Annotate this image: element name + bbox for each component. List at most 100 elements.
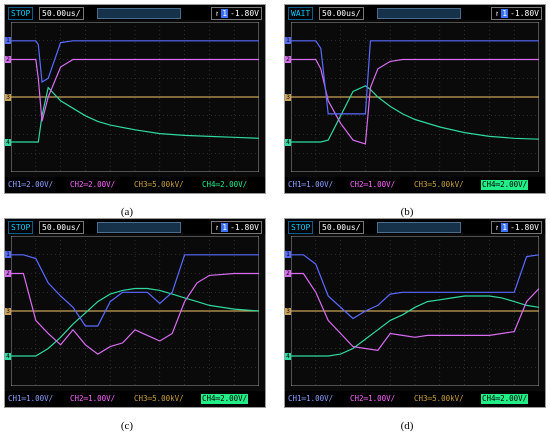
channel-label: CH2	[70, 394, 84, 403]
channel-label: CH4	[482, 394, 496, 403]
channel-marker-2: 2	[285, 270, 291, 277]
channel-scale-2: CH2═2.00V/	[69, 180, 116, 190]
dc-coupling-icon: ═	[21, 394, 27, 403]
trigger-readout: ↾ 1 -1.80V	[211, 7, 262, 20]
trigger-edge-icon: ↾	[214, 223, 220, 232]
dc-coupling-icon: ═	[363, 180, 369, 189]
channel-label: CH2	[350, 180, 364, 189]
channel-marker-2: 2	[5, 270, 11, 277]
channel-bar: CH1═1.00V/CH2═1.00V/CH3═5.00kV/CH4═2.00V…	[5, 391, 265, 407]
trigger-readout: ↾ 1 -1.80V	[211, 221, 262, 234]
trigger-level: -1.80V	[510, 9, 539, 18]
waveform-display	[10, 21, 260, 173]
channel-value: 2.00V/	[220, 394, 248, 403]
waveform-svg	[290, 21, 540, 173]
channel-label: CH2	[70, 180, 84, 189]
scope-panel: WAIT 50.00us/↾ 1 -1.80V 1 2 3 4 CH1═1.00V/CH2═1.…	[284, 4, 546, 194]
channel-scale-2: CH2═1.00V/	[349, 180, 396, 190]
run-status: WAIT	[288, 7, 314, 20]
channel-marker-1: 1	[285, 37, 291, 45]
channel-marker-2: 2	[285, 56, 291, 63]
trace-ch2	[11, 58, 259, 122]
channel-label: CH3	[134, 394, 148, 403]
channel-bar: CH1═2.00V/CH2═2.00V/CH3═5.00kV/CH4═2.00V…	[5, 177, 265, 193]
trigger-readout: ↾ 1 -1.80V	[491, 7, 542, 20]
channel-value: 1.00V/	[368, 394, 396, 403]
run-status: STOP	[288, 221, 314, 234]
trace-ch4	[11, 287, 260, 357]
trigger-position-indicator	[97, 8, 181, 19]
trigger-position-indicator	[97, 222, 181, 233]
channel-label: CH1	[288, 394, 302, 403]
channel-marker-3: 3	[5, 307, 11, 315]
trigger-source-icon: 1	[501, 223, 509, 232]
channel-label: CH2	[350, 394, 364, 403]
timebase-readout: 50.00us/	[319, 7, 364, 20]
dc-coupling-icon: ═	[301, 180, 307, 189]
panel-caption: (b)	[400, 206, 414, 218]
channel-label: CH1	[288, 180, 302, 189]
dc-coupling-icon: ═	[215, 394, 221, 403]
channel-scale-2: CH2═1.00V/	[349, 394, 396, 404]
channel-marker-1: 1	[285, 251, 291, 259]
status-bar: STOP 50.00us/ ↾ 1 -1.80V	[285, 219, 545, 234]
timebase-readout: 50.00us/	[39, 221, 84, 234]
trigger-edge-icon: ↾	[494, 9, 500, 18]
channel-label: CH4	[202, 180, 216, 189]
channel-marker-3: 3	[5, 93, 11, 101]
status-bar: STOP 50.00us/ ↾ 1 -1.80V	[5, 219, 265, 234]
channel-marker-4: 4	[285, 138, 291, 146]
trace-ch1	[291, 40, 539, 115]
scope-panel: STOP 50.00us/↾ 1 -1.80V 1 2 3 4 CH1═1.00V/CH2═1.…	[284, 218, 546, 408]
channel-label: CH4	[482, 180, 496, 189]
status-bar: WAIT 50.00us/ ↾ 1 -1.80V	[285, 5, 545, 20]
trigger-level: -1.80V	[510, 223, 539, 232]
trace-ch1	[291, 254, 540, 320]
scope-panel: STOP 50.00us/↾ 1 -1.80V 1 2 3 4 CH1═1.00V/CH2═1.…	[4, 218, 266, 408]
channel-marker-1: 1	[5, 251, 11, 259]
trigger-position-indicator	[377, 8, 461, 19]
trigger-edge-icon: ↾	[494, 223, 500, 232]
trigger-level: -1.80V	[230, 9, 259, 18]
channel-value: 1.00V/	[26, 394, 54, 403]
run-status: STOP	[8, 221, 34, 234]
channel-marker-2: 2	[5, 56, 11, 63]
channel-scale-1: CH1═2.00V/	[7, 180, 54, 190]
trigger-source-icon: 1	[501, 9, 509, 18]
channel-marker-3: 3	[285, 93, 291, 101]
waveform-svg	[10, 21, 260, 173]
trace-ch4	[11, 86, 260, 143]
run-status: STOP	[8, 7, 34, 20]
trace-ch2	[291, 272, 540, 352]
channel-value: 2.00V/	[26, 180, 54, 189]
channel-label: CH4	[202, 394, 216, 403]
trace-ch4	[291, 85, 540, 143]
channel-bar: CH1═1.00V/CH2═1.00V/CH3═5.00kV/CH4═2.00V…	[285, 391, 545, 407]
dc-coupling-icon: ═	[21, 180, 27, 189]
trigger-source-icon: 1	[221, 223, 229, 232]
panel-caption: (c)	[120, 420, 134, 432]
channel-scale-1: CH1═1.00V/	[287, 180, 334, 190]
channel-value: 2.00V/	[220, 180, 248, 189]
channel-scale-1: CH1═1.00V/	[7, 394, 54, 404]
channel-marker-4: 4	[285, 352, 291, 360]
trigger-source-icon: 1	[221, 9, 229, 18]
timebase-readout: 50.00us/	[319, 221, 364, 234]
channel-value: 5.00kV/	[152, 394, 184, 403]
trigger-level: -1.80V	[230, 223, 259, 232]
channel-scale-4: CH4═2.00V/	[201, 180, 248, 190]
channel-label: CH1	[8, 394, 22, 403]
status-bar: STOP 50.00us/ ↾ 1 -1.80V	[5, 5, 265, 20]
panel-caption: (a)	[120, 206, 134, 218]
dc-coupling-icon: ═	[495, 394, 501, 403]
timebase-readout: 50.00us/	[39, 7, 84, 20]
dc-coupling-icon: ═	[427, 394, 433, 403]
channel-value: 5.00kV/	[432, 394, 464, 403]
dc-coupling-icon: ═	[83, 394, 89, 403]
waveform-display	[290, 21, 540, 173]
channel-value: 1.00V/	[306, 180, 334, 189]
channel-value: 1.00V/	[368, 180, 396, 189]
dc-coupling-icon: ═	[301, 394, 307, 403]
trace-ch2	[291, 58, 539, 145]
channel-marker-1: 1	[5, 37, 11, 45]
